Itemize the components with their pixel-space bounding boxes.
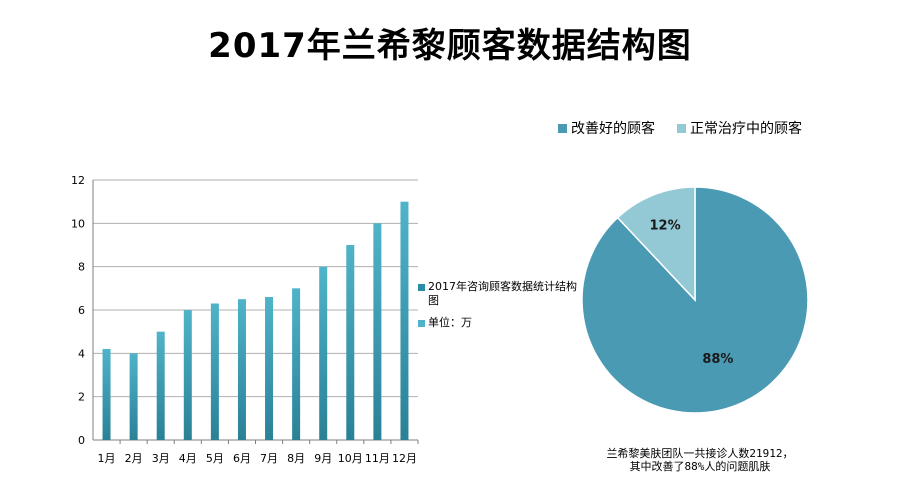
pie-chart-legend: 改善好的顾客 正常治疗中的顾客	[558, 118, 824, 138]
bar	[129, 353, 138, 440]
y-tick-label: 2	[78, 391, 85, 404]
y-tick-label: 12	[71, 174, 85, 187]
bar	[183, 310, 192, 440]
legend-item-treating: 正常治疗中的顾客	[677, 118, 802, 138]
legend-swatch-unit	[418, 320, 425, 327]
bar	[373, 223, 382, 440]
x-tick-label: 2月	[125, 452, 143, 465]
legend-swatch-series	[418, 284, 425, 291]
legend-item-series: 2017年咨询顾客数据统计结构图	[418, 280, 583, 308]
x-tick-label: 12月	[392, 452, 417, 465]
bar	[210, 303, 219, 440]
bar	[292, 288, 301, 440]
bar-chart: 0 2 4 6 8 10 12 1月 2月 3月 4月 5月 6月 7月 8月 9月 10月 11月 12月	[71, 174, 419, 465]
bar	[156, 331, 165, 440]
y-tick-label: 8	[78, 261, 85, 274]
legend-label-improved: 改善好的顾客	[571, 121, 655, 137]
legend-swatch-treating	[677, 123, 686, 133]
x-tick-label: 5月	[206, 452, 224, 465]
legend-swatch-improved	[558, 123, 567, 133]
legend-item-unit: 单位：万	[418, 316, 583, 330]
legend-label-treating: 正常治疗中的顾客	[690, 121, 802, 137]
x-tick-label: 3月	[152, 452, 170, 465]
x-tick-label: 6月	[233, 452, 251, 465]
bar	[319, 266, 328, 440]
y-tick-label: 0	[78, 434, 85, 447]
bar	[346, 245, 355, 440]
x-tick-label: 9月	[314, 452, 332, 465]
bar-chart-legend: 2017年咨询顾客数据统计结构图 单位：万	[418, 280, 583, 338]
legend-item-improved: 改善好的顾客	[558, 118, 655, 138]
x-tick-label: 1月	[98, 452, 116, 465]
legend-label-series: 2017年咨询顾客数据统计结构图	[428, 280, 577, 307]
x-tick-label: 10月	[338, 452, 363, 465]
bar	[265, 297, 274, 440]
pie-slice	[616, 186, 696, 302]
pie-slice-label: 88%	[702, 352, 733, 367]
caption-line-1: 兰希黎美肤团队一共接诊人数21912，	[606, 447, 794, 460]
page-title: 2017年兰希黎顾客数据结构图	[208, 26, 692, 66]
caption-line-2: 其中改善了88%人的问题肌肤	[629, 460, 771, 473]
y-tick-label: 4	[78, 347, 85, 360]
bar	[237, 299, 246, 440]
pie-slice-label: 12%	[649, 218, 680, 233]
x-tick-label: 7月	[260, 452, 278, 465]
y-tick-label: 6	[78, 304, 85, 317]
y-tick-label: 10	[71, 217, 85, 230]
x-tick-label: 4月	[179, 452, 197, 465]
bar	[102, 349, 111, 440]
pie-caption: 兰希黎美肤团队一共接诊人数21912， 其中改善了88%人的问题肌肤	[575, 447, 825, 473]
x-tick-label: 11月	[365, 452, 390, 465]
legend-label-unit: 单位：万	[428, 316, 472, 329]
pie-chart: 88% 12%	[581, 186, 809, 414]
bar	[400, 201, 409, 440]
x-tick-label: 8月	[287, 452, 305, 465]
